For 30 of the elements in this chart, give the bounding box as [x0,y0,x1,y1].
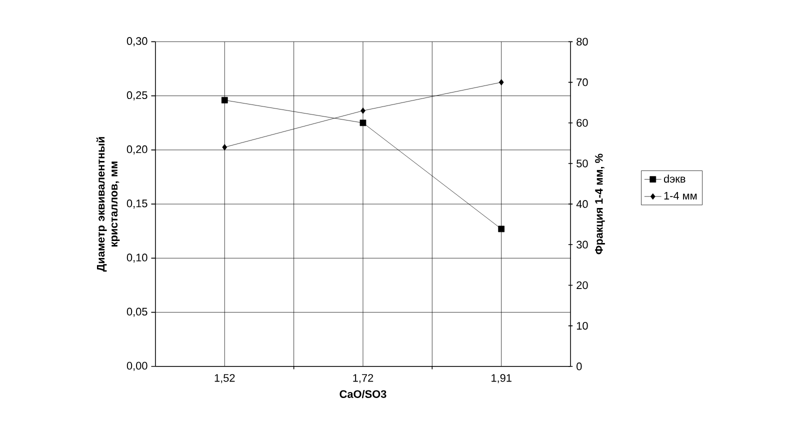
legend-label: 1-4 мм [664,192,697,200]
y2-tick-label: 80 [576,38,588,46]
point [222,144,228,150]
x-axis-title: CaO/SO3 [340,390,386,398]
y-tick-label: 0,30 [126,37,148,46]
y-tick-label: 0,05 [126,308,148,317]
y2-tick-label: 70 [576,78,588,86]
y2-tick-label: 0 [576,362,582,370]
y2-tick-label: 60 [576,119,588,127]
point [221,97,228,104]
point [498,79,504,86]
x-tick-label: 1,52 [214,374,235,384]
point [360,120,366,126]
point [360,108,366,114]
y-tick-label: 0,00 [126,362,148,371]
y2-tick-label: 10 [576,322,588,330]
y-tick-label: 0,25 [126,91,148,100]
y-tick-label: 0,10 [126,254,148,263]
y2-tick-label: 30 [576,240,588,249]
y-axis-title: Диаметр эквивалентный кристаллов, мм [96,137,120,272]
y-tick-label: 0,20 [126,145,148,155]
x-tick-label: 1,72 [353,374,374,384]
point [498,226,505,232]
y2-tick-label: 50 [576,160,588,168]
y2-tick-label: 40 [576,200,588,208]
y-tick-label: 0,15 [126,200,148,209]
y2-tick-label: 20 [576,281,588,290]
legend-label: dэкв [664,174,686,183]
y2-axis-title: Фракция 1-4 мм, % [595,154,605,254]
x-tick-label: 1,91 [492,374,512,384]
